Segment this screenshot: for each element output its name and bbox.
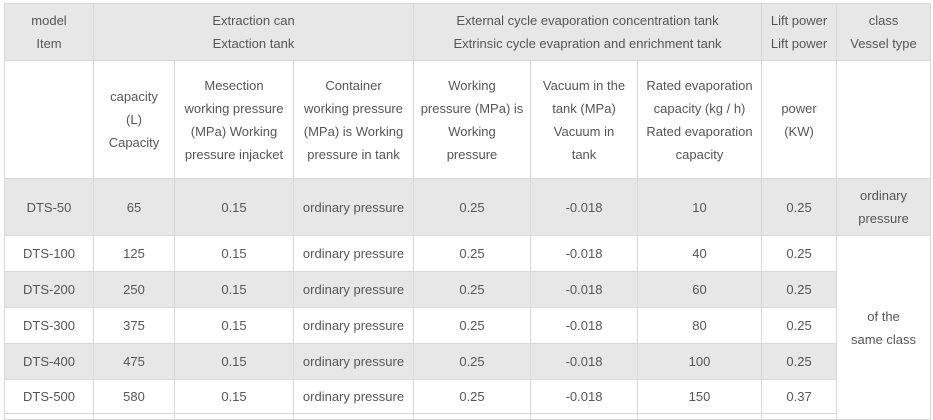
header-empty-model [4,60,94,179]
jacket-pressure-cell: 0.15 [174,178,294,236]
evaporation-cell: 40 [636,235,763,272]
evaporation-cell: 100 [636,343,763,380]
power-cell: 0.25 [761,271,838,308]
evaporation-cell: 60 [636,271,763,308]
power-cell: 0.37 [761,379,838,414]
header-empty-class [836,60,932,179]
header-lift-power: Lift power Lift power [761,3,838,61]
vacuum-cell: -0.018 [530,379,638,414]
capacity-cell: 65 [93,178,175,236]
jacket-pressure-cell: 0.15 [174,379,294,414]
model-cell: DTS-300 [4,307,94,344]
header-power: power (KW) [761,60,838,179]
container-pressure-cell: ordinary pressure [293,235,414,272]
working-pressure-cell: 0.25 [413,271,531,308]
table-row-dts-500: DTS-500 580 0.15 ordinary pressure 0.25 … [4,379,931,414]
jacket-pressure-cell: 0.15 [174,343,294,380]
jacket-pressure-cell: 0.15 [174,307,294,344]
power-cell: 0.25 [761,307,838,344]
table-row-dts-300: DTS-300 375 0.15 ordinary pressure 0.25 … [4,307,931,344]
header-jacket-pressure: Mesection working pressure (MPa) Working… [174,60,294,179]
vacuum-cell: -0.018 [530,235,638,272]
vacuum-cell: -0.018 [530,271,638,308]
table-row-dts-200: DTS-200 250 0.15 ordinary pressure 0.25 … [4,271,931,308]
table-row-dts-50: DTS-50 65 0.15 ordinary pressure 0.25 -0… [4,178,932,236]
table-row-dts-100: DTS-100 125 0.15 ordinary pressure 0.25 … [4,235,932,420]
power-cell: 0.25 [761,235,838,272]
header-rated-evaporation: Rated evaporation capacity (kg / h) Rate… [636,60,763,179]
spec-table: model Item Extraction can Extaction tank… [4,3,932,420]
working-pressure-cell: 0.25 [413,178,531,236]
jacket-pressure-cell: 0.15 [174,271,294,308]
working-pressure-cell: 0.25 [413,235,531,272]
vacuum-cell: -0.018 [530,178,638,236]
working-pressure-cell: 0.25 [413,343,531,380]
vacuum-cell: -0.018 [530,307,638,344]
power-cell: 0.25 [761,178,838,236]
header-vacuum: Vacuum in the tank (MPa) Vacuum in tank [530,60,638,179]
vessel-class-cell: ordinary pressure [836,178,932,236]
header-capacity: capacity (L) Capacity [93,60,175,179]
header-row-subcolumns: capacity (L) Capacity Mesection working … [4,60,932,179]
model-cell: DTS-100 [4,235,94,272]
header-extraction-tank: Extraction can Extaction tank [93,3,414,61]
merged-vessel-class-cell: of the same class [836,235,932,420]
vacuum-cell: -0.018 [530,343,638,380]
container-pressure-cell: ordinary pressure [293,379,414,414]
header-vessel-class: class Vessel type [836,3,932,61]
model-cell: DTS-200 [4,271,94,308]
header-model-item: model Item [4,3,94,61]
power-cell: 0.25 [761,343,838,380]
container-pressure-cell: ordinary pressure [293,307,414,344]
capacity-cell: 125 [93,235,175,272]
working-pressure-cell: 0.25 [413,307,531,344]
jacket-pressure-cell: 0.15 [174,235,294,272]
header-row-group: model Item Extraction can Extaction tank… [4,3,932,61]
capacity-cell: 375 [93,307,175,344]
container-pressure-cell: ordinary pressure [293,343,414,380]
model-cell: DTS-400 [4,343,94,380]
capacity-cell: 475 [93,343,175,380]
evaporation-cell: 150 [636,379,763,414]
table-row-dts-400: DTS-400 475 0.15 ordinary pressure 0.25 … [4,343,931,380]
evaporation-cell: 10 [636,178,763,236]
header-working-pressure: Working pressure (MPa) is Working pressu… [413,60,531,179]
container-pressure-cell: ordinary pressure [293,178,414,236]
capacity-cell: 580 [93,379,175,414]
model-cell: DTS-500 [4,379,94,414]
working-pressure-cell: 0.25 [413,379,531,414]
container-pressure-cell: ordinary pressure [293,271,414,308]
evaporation-cell: 80 [636,307,763,344]
header-external-cycle-tank: External cycle evaporation concentration… [412,3,763,61]
capacity-cell: 250 [93,271,175,308]
spec-table-container: model Item Extraction can Extaction tank… [4,3,932,420]
header-container-pressure: Container working pressure (MPa) is Work… [293,60,414,179]
model-cell: DTS-50 [4,178,94,236]
